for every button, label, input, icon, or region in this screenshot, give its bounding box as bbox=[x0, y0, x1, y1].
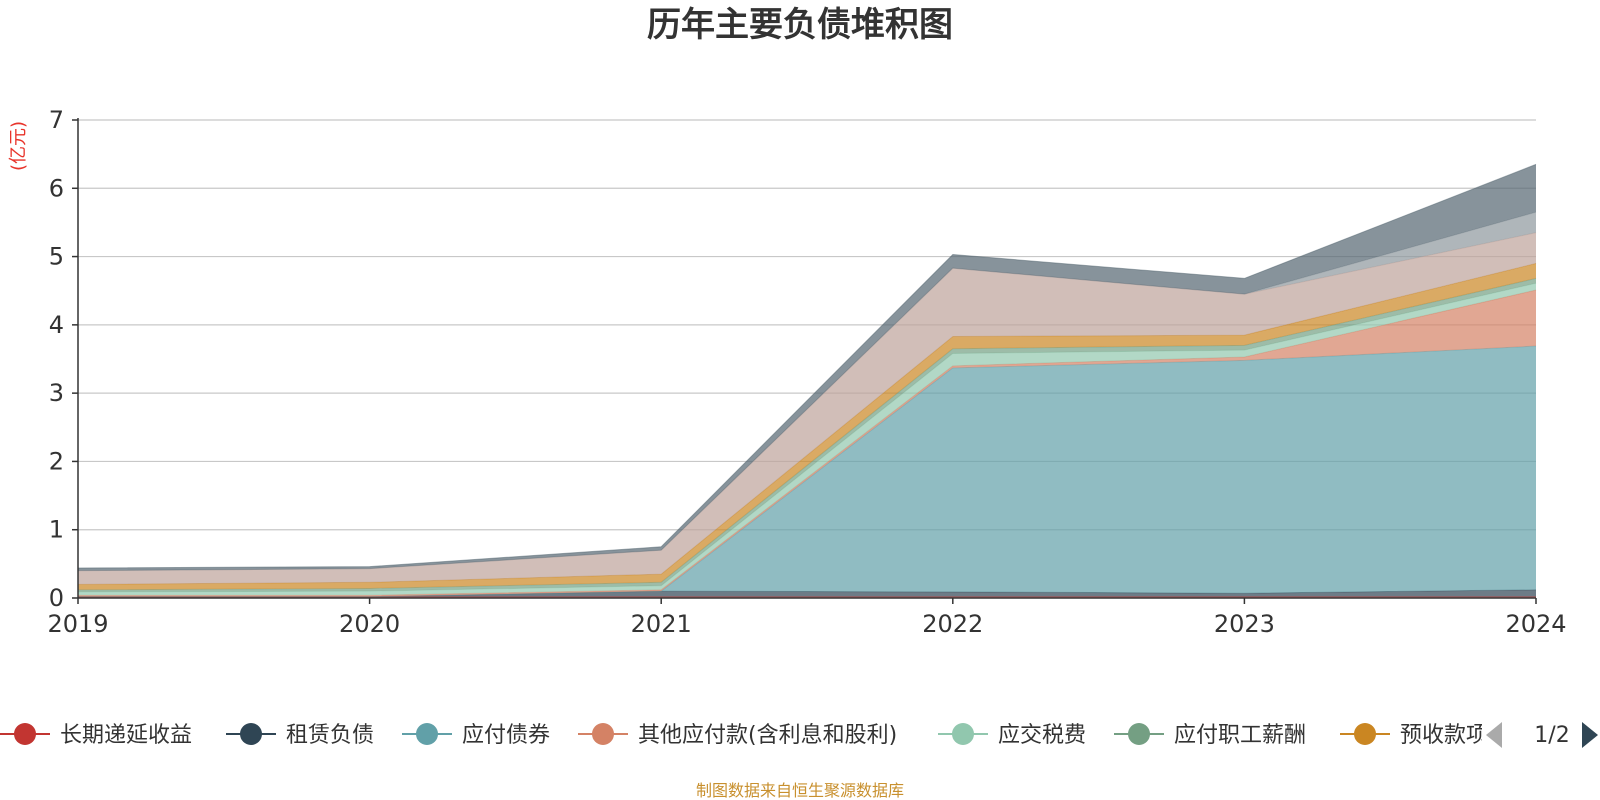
grid-lines bbox=[78, 119, 1536, 531]
legend-label: 长期递延收益 bbox=[60, 723, 192, 748]
legend-circle-icon bbox=[1128, 723, 1150, 745]
area-series-7 bbox=[78, 232, 1536, 585]
legend-label: 应交税费 bbox=[998, 723, 1086, 748]
legend-item[interactable]: 应付职工薪酬 bbox=[1114, 723, 1306, 748]
legend-item[interactable]: 预收款项 bbox=[1340, 723, 1488, 748]
y-axis-unit-label: (亿元) bbox=[8, 121, 29, 171]
y-tick-label: 0 bbox=[49, 584, 64, 612]
x-tick-label: 2022 bbox=[922, 610, 983, 638]
source-note: 制图数据来自恒生聚源数据库 bbox=[696, 781, 904, 800]
area-series-line-9 bbox=[77, 163, 1537, 569]
legend-next-arrow-icon[interactable] bbox=[1582, 722, 1598, 748]
legend-item[interactable]: 应交税费 bbox=[938, 723, 1086, 748]
y-tick-label: 5 bbox=[49, 243, 64, 271]
legend-page-indicator: 1/2 bbox=[1534, 723, 1569, 748]
legend-circle-icon bbox=[14, 723, 36, 745]
legend-item[interactable]: 应付债券 bbox=[402, 723, 550, 748]
legend-label: 应付债券 bbox=[462, 723, 550, 748]
y-tick-label: 6 bbox=[49, 174, 64, 202]
chart-title: 历年主要负债堆积图 bbox=[647, 5, 953, 45]
y-tick-label: 3 bbox=[49, 379, 64, 407]
legend-item[interactable]: 租赁负债 bbox=[226, 723, 374, 748]
legend-circle-icon bbox=[592, 723, 614, 745]
legend: 长期递延收益 租赁负债 应付债券 其他应付款(含利息和股利) 应交税费 应付职工薪酬 预收款… bbox=[0, 722, 1598, 748]
area-series-2 bbox=[78, 346, 1536, 597]
area-series-layer bbox=[77, 163, 1537, 598]
y-tick-label: 4 bbox=[49, 311, 64, 339]
x-tick-label: 2020 bbox=[339, 610, 400, 638]
legend-circle-icon bbox=[240, 723, 262, 745]
y-tick-label: 1 bbox=[49, 516, 64, 544]
x-tick-label: 2021 bbox=[631, 610, 692, 638]
legend-label: 租赁负债 bbox=[286, 723, 374, 748]
legend-circle-icon bbox=[416, 723, 438, 745]
x-tick-label: 2024 bbox=[1505, 610, 1566, 638]
y-tick-label: 2 bbox=[49, 447, 64, 475]
legend-circle-icon bbox=[1354, 723, 1376, 745]
legend-items: 长期递延收益 租赁负债 应付债券 其他应付款(含利息和股利) 应交税费 应付职工薪酬 预收款… bbox=[0, 723, 1488, 748]
legend-label: 应付职工薪酬 bbox=[1174, 723, 1306, 748]
legend-item[interactable]: 长期递延收益 bbox=[0, 723, 192, 748]
axes: 0 1 2 3 4 5 6 7 2019 2020 2021 2022 2023 2024 bbox=[47, 106, 1566, 638]
area-series-1 bbox=[78, 589, 1536, 597]
y-tick-label: 7 bbox=[49, 106, 64, 134]
legend-prev-arrow-icon[interactable] bbox=[1486, 722, 1502, 748]
legend-item[interactable]: 其他应付款(含利息和股利) bbox=[578, 723, 897, 748]
x-tick-label: 2023 bbox=[1214, 610, 1275, 638]
legend-label: 预收款项 bbox=[1400, 723, 1488, 748]
x-tick-label: 2019 bbox=[47, 610, 108, 638]
legend-circle-icon bbox=[952, 723, 974, 745]
area-series-6 bbox=[78, 263, 1536, 590]
legend-label: 其他应付款(含利息和股利) bbox=[638, 723, 897, 748]
